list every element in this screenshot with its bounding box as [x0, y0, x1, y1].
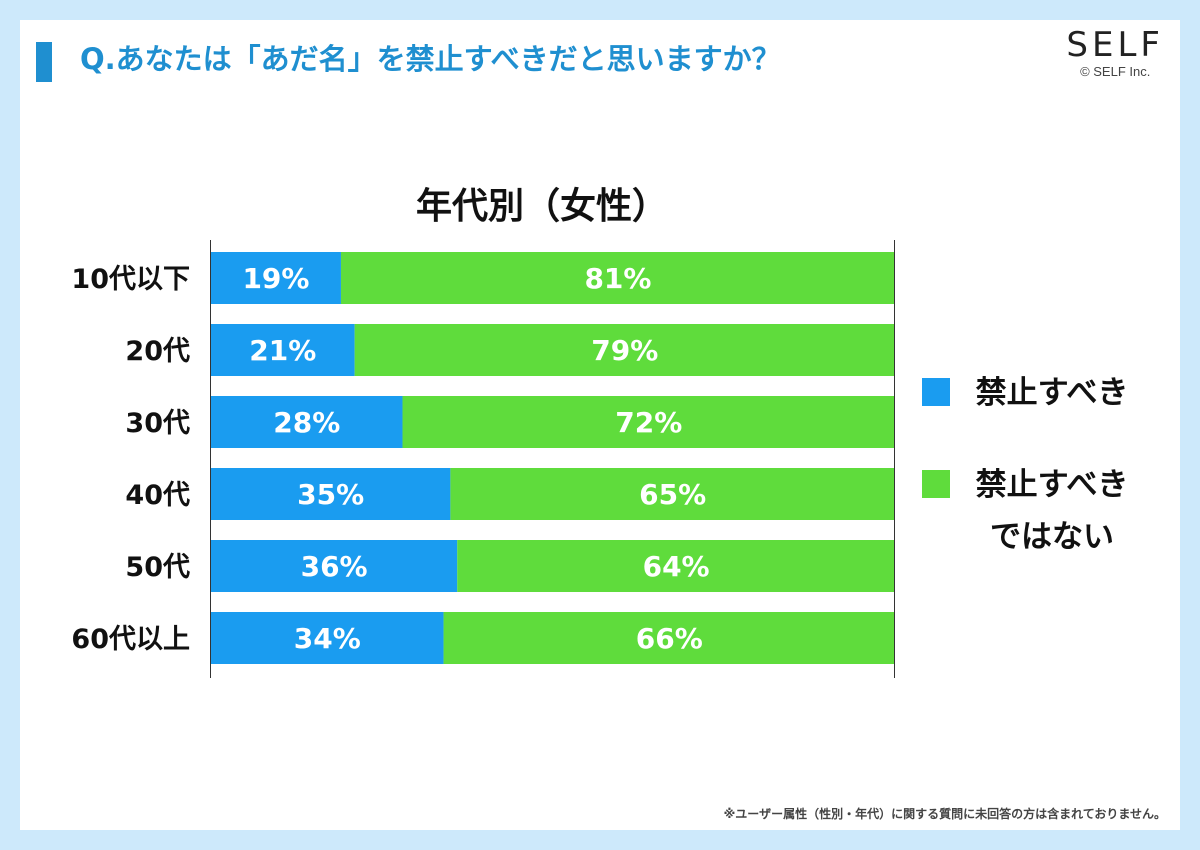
data-label: 65% — [639, 478, 706, 511]
bar-segment — [211, 252, 341, 304]
data-label: 72% — [615, 406, 682, 439]
category-label: 10代以下 — [71, 264, 190, 295]
legend-label: ではない — [990, 519, 1114, 555]
data-label: 79% — [591, 334, 658, 367]
legend-swatch — [922, 470, 950, 498]
data-label: 21% — [249, 334, 316, 367]
category-label: 20代 — [125, 336, 190, 367]
bar-segment — [354, 324, 895, 376]
data-label: 19% — [242, 262, 309, 295]
bar-segment — [211, 324, 355, 376]
category-label: 40代 — [125, 480, 190, 511]
bar-segment — [211, 396, 403, 448]
title-accent-bar — [36, 42, 52, 82]
bar-segment — [457, 540, 895, 592]
data-label: 28% — [273, 406, 340, 439]
data-label: 34% — [294, 622, 361, 655]
data-label: 64% — [643, 550, 710, 583]
footnote: ※ユーザー属性（性別・年代）に関する質問に未回答の方は含まれておりません。 — [723, 807, 1166, 821]
bar-segment — [443, 612, 895, 664]
legend-label: 禁止すべき — [976, 375, 1129, 411]
category-label: 30代 — [125, 408, 190, 439]
data-label: 35% — [297, 478, 364, 511]
brand-logo: SELF © SELF Inc. — [1066, 26, 1164, 80]
bar-segment — [450, 468, 895, 520]
category-label: 60代以上 — [71, 624, 190, 655]
question-title: Q.あなたは「あだ名」を禁止すべきだと思いますか？ — [80, 42, 781, 76]
bar-segment — [211, 468, 451, 520]
chart-title: 年代別（女性） — [416, 186, 668, 227]
data-label: 81% — [584, 262, 651, 295]
legend-label: 禁止すべき — [976, 467, 1129, 503]
logo-copyright: © SELF Inc. — [1080, 64, 1151, 79]
category-label: 50代 — [125, 552, 190, 583]
logo-wordmark: SELF — [1066, 25, 1164, 65]
bar-segment — [402, 396, 895, 448]
bar-segment — [211, 612, 444, 664]
data-label: 36% — [301, 550, 368, 583]
legend-swatch — [922, 378, 950, 406]
bar-segment — [340, 252, 896, 304]
data-label: 66% — [636, 622, 703, 655]
bar-segment — [211, 540, 458, 592]
